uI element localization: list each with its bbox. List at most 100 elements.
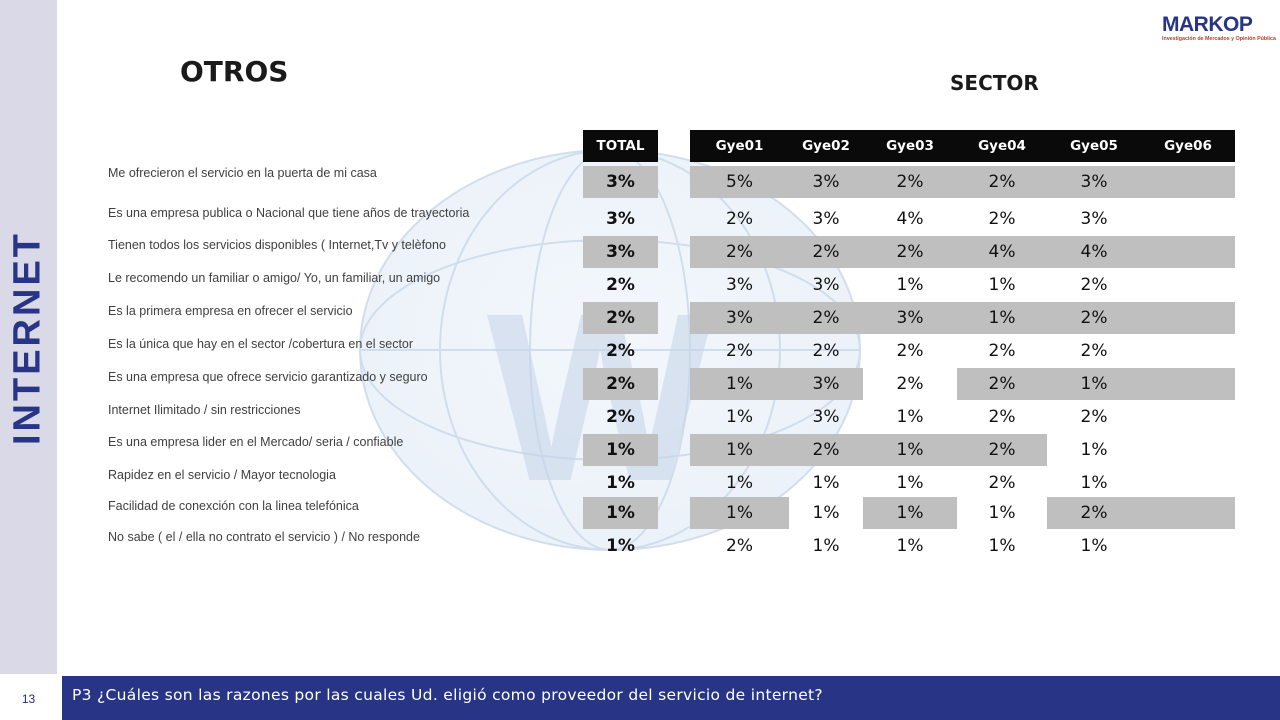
sector-cell: 1% bbox=[896, 275, 924, 295]
total-cell: 3% bbox=[606, 209, 635, 229]
logo-tagline: Investigación de Mercados y Opinión Públ… bbox=[1162, 36, 1276, 42]
sector-cell bbox=[1141, 236, 1235, 268]
sector-cell: 2% bbox=[863, 166, 957, 198]
sector-cell bbox=[1141, 166, 1235, 198]
question-bar: P3 ¿Cuáles son las razones por las cuale… bbox=[62, 676, 1280, 720]
total-cell: 3% bbox=[583, 236, 658, 268]
sector-cell: 2% bbox=[1080, 275, 1108, 295]
sector-cell: 5% bbox=[690, 166, 789, 198]
sector-cell: 2% bbox=[988, 473, 1016, 493]
sector-cell: 1% bbox=[988, 275, 1016, 295]
sector-cell: 2% bbox=[789, 236, 863, 268]
header-gye05: Gye05 bbox=[1047, 130, 1141, 162]
sector-cell bbox=[1141, 497, 1235, 529]
header-gye03: Gye03 bbox=[863, 130, 957, 162]
sector-cell: 4% bbox=[957, 236, 1047, 268]
sector-cell: 3% bbox=[812, 275, 840, 295]
header-gye01: Gye01 bbox=[690, 130, 789, 162]
header-gye06: Gye06 bbox=[1141, 130, 1235, 162]
sector-cell: 3% bbox=[1047, 166, 1141, 198]
sector-cell: 1% bbox=[1080, 473, 1108, 493]
sector-cell: 1% bbox=[988, 536, 1016, 556]
sector-cell: 2% bbox=[726, 209, 753, 229]
sector-cell: 2% bbox=[988, 341, 1016, 361]
page-title: OTROS bbox=[180, 55, 289, 88]
sector-cell: 2% bbox=[957, 368, 1047, 400]
sector-cell: 1% bbox=[1080, 440, 1108, 460]
row-label: Me ofrecieron el servicio en la puerta d… bbox=[108, 166, 377, 180]
sector-cell: 3% bbox=[812, 209, 840, 229]
sector-cell: 2% bbox=[1080, 341, 1108, 361]
total-cell: 1% bbox=[606, 536, 635, 556]
row-label: Facilidad de conexción con la linea tele… bbox=[108, 499, 359, 513]
sector-cell bbox=[1141, 302, 1235, 334]
total-cell: 2% bbox=[583, 368, 658, 400]
sector-cell: 2% bbox=[988, 209, 1016, 229]
side-band bbox=[0, 0, 57, 674]
sector-cell: 3% bbox=[789, 166, 863, 198]
sector-cell: 2% bbox=[863, 236, 957, 268]
sector-cell: 1% bbox=[690, 497, 789, 529]
sector-cell: 4% bbox=[896, 209, 924, 229]
row-label: No sabe ( el / ella no contrato el servi… bbox=[108, 530, 420, 544]
logo-name: MARKOP bbox=[1162, 13, 1253, 36]
total-cell: 2% bbox=[606, 275, 635, 295]
sector-cell: 4% bbox=[1047, 236, 1141, 268]
markop-logo: MARKOP Investigación de Mercados y Opini… bbox=[1162, 13, 1276, 44]
total-cell: 2% bbox=[583, 302, 658, 334]
total-cell: 1% bbox=[583, 497, 658, 529]
row-label: Es una empresa que ofrece servicio garan… bbox=[108, 370, 428, 384]
header-gye04: Gye04 bbox=[957, 130, 1047, 162]
row-label: Rapidez en el servicio / Mayor tecnologi… bbox=[108, 468, 336, 482]
sector-cell bbox=[1141, 269, 1235, 301]
sector-cell: 3% bbox=[789, 368, 863, 400]
sector-cell: 1% bbox=[812, 503, 840, 523]
sector-cell: 2% bbox=[988, 407, 1016, 427]
sector-cell: 1% bbox=[863, 497, 957, 529]
sector-heading: SECTOR bbox=[950, 71, 1039, 95]
total-cell: 3% bbox=[583, 166, 658, 198]
row-label: Tienen todos los servicios disponibles (… bbox=[108, 238, 446, 252]
row-label: Le recomendo un familiar o amigo/ Yo, un… bbox=[108, 271, 441, 285]
header-total: TOTAL bbox=[583, 130, 658, 162]
sector-cell bbox=[1141, 530, 1235, 562]
sector-cell: 1% bbox=[863, 434, 957, 466]
sector-cell: 1% bbox=[726, 407, 753, 427]
sector-cell: 1% bbox=[1080, 536, 1108, 556]
sector-cell: 2% bbox=[812, 341, 840, 361]
sector-cell: 3% bbox=[812, 407, 840, 427]
sector-cell bbox=[1141, 203, 1235, 235]
sector-cell: 3% bbox=[863, 302, 957, 334]
sector-cell bbox=[1141, 434, 1235, 466]
sector-cell: 1% bbox=[690, 434, 789, 466]
header-gye02: Gye02 bbox=[789, 130, 863, 162]
total-cell: 2% bbox=[606, 341, 635, 361]
sector-cell bbox=[1141, 467, 1235, 499]
sector-cell: 1% bbox=[812, 473, 840, 493]
sector-cell bbox=[1141, 368, 1235, 400]
sector-cell: 2% bbox=[896, 341, 924, 361]
sector-cell: 1% bbox=[812, 536, 840, 556]
sector-cell: 2% bbox=[726, 341, 753, 361]
sector-cell: 1% bbox=[726, 473, 753, 493]
question-text: P3 ¿Cuáles son las razones por las cuale… bbox=[72, 686, 823, 704]
row-label: Es la primera empresa en ofrecer el serv… bbox=[108, 304, 353, 318]
side-label: INTERNET bbox=[6, 231, 49, 445]
sector-cell: 3% bbox=[726, 275, 753, 295]
row-label: Es una empresa publica o Nacional que ti… bbox=[108, 206, 470, 220]
page-number: 13 bbox=[21, 692, 36, 706]
sector-cell: 1% bbox=[896, 473, 924, 493]
sector-cell bbox=[1141, 335, 1235, 367]
sector-cell: 3% bbox=[690, 302, 789, 334]
sector-cell: 2% bbox=[789, 434, 863, 466]
sector-cell: 2% bbox=[1047, 497, 1141, 529]
sector-cell: 2% bbox=[789, 302, 863, 334]
sector-cell: 1% bbox=[896, 536, 924, 556]
sector-cell: 1% bbox=[988, 503, 1016, 523]
sector-cell: 2% bbox=[896, 374, 924, 394]
total-cell: 1% bbox=[606, 473, 635, 493]
row-label: Es una empresa lider en el Mercado/ seri… bbox=[108, 435, 404, 449]
page-number-box bbox=[0, 676, 57, 720]
row-label: Internet Ilimitado / sin restricciones bbox=[108, 403, 301, 417]
sector-cell: 1% bbox=[957, 302, 1047, 334]
